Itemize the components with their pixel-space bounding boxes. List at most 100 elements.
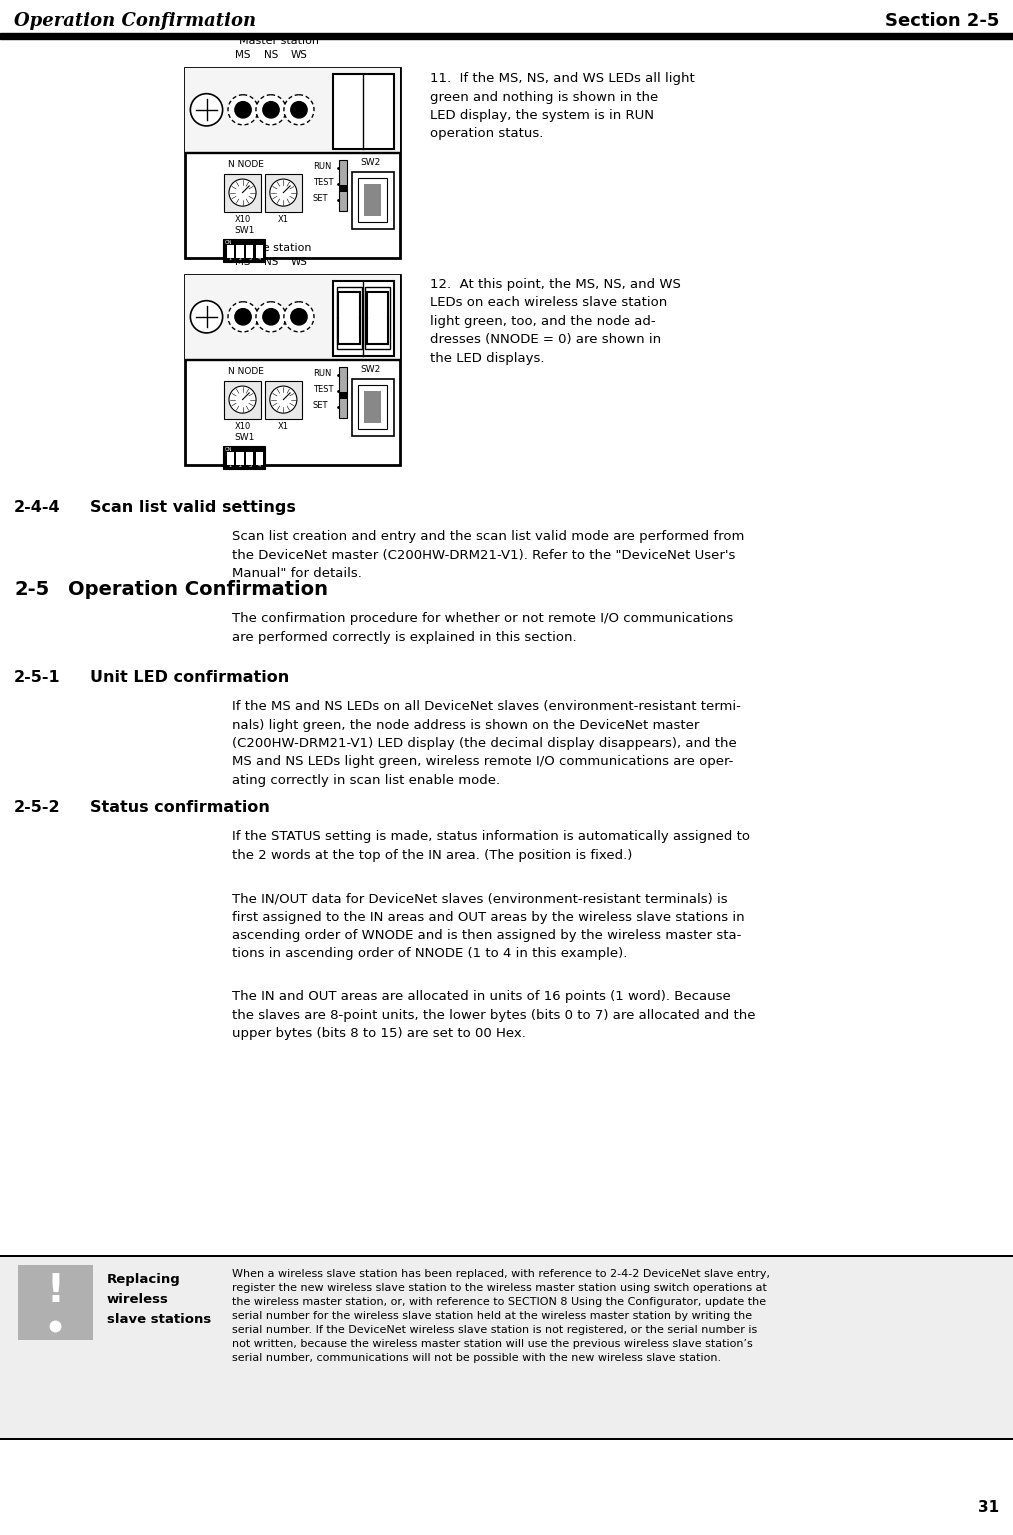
Circle shape	[262, 101, 280, 118]
Bar	[366, 287, 390, 348]
Text: SET: SET	[313, 193, 328, 203]
Circle shape	[284, 95, 314, 124]
Text: Master station: Master station	[239, 35, 319, 46]
Bar	[185, 275, 400, 359]
Text: ON: ON	[225, 239, 232, 244]
Circle shape	[262, 309, 280, 325]
Circle shape	[256, 302, 286, 332]
Text: ON: ON	[225, 447, 232, 451]
Text: SW2: SW2	[361, 158, 381, 167]
Text: Section 2-5: Section 2-5	[884, 12, 999, 31]
Circle shape	[190, 94, 223, 126]
Bar	[227, 453, 234, 465]
Text: X10: X10	[234, 215, 250, 224]
Bar	[358, 385, 387, 430]
Bar	[236, 246, 244, 258]
Circle shape	[291, 101, 307, 118]
Text: The IN and OUT areas are allocated in units of 16 points (1 word). Because
the s: The IN and OUT areas are allocated in un…	[232, 990, 756, 1041]
Bar	[0, 32, 1013, 38]
Circle shape	[291, 309, 307, 325]
Text: Replacing
wireless
slave stations: Replacing wireless slave stations	[107, 1273, 212, 1326]
Bar	[333, 281, 393, 356]
Text: 4: 4	[258, 464, 261, 468]
Text: MS: MS	[235, 51, 251, 60]
Text: 4: 4	[258, 256, 261, 261]
Bar	[338, 393, 346, 399]
Text: SW2: SW2	[361, 365, 381, 373]
Bar	[338, 186, 346, 192]
Text: Scan list creation and entry and the scan list valid mode are performed from
the: Scan list creation and entry and the sca…	[232, 530, 745, 580]
Bar	[236, 453, 244, 465]
Bar	[223, 445, 264, 470]
Bar	[0, 1256, 1013, 1257]
Bar	[185, 275, 400, 465]
Circle shape	[256, 95, 286, 124]
Circle shape	[269, 387, 297, 413]
Text: 2-4-4: 2-4-4	[14, 500, 61, 516]
Bar	[338, 367, 346, 418]
Text: 3: 3	[248, 256, 251, 261]
Circle shape	[229, 387, 256, 413]
Text: 11.  If the MS, NS, and WS LEDs all light
green and nothing is shown in the
LED : 11. If the MS, NS, and WS LEDs all light…	[430, 72, 695, 141]
Text: !: !	[47, 1273, 65, 1311]
Bar	[0, 1256, 1013, 1440]
Bar	[255, 453, 263, 465]
Text: The IN/OUT data for DeviceNet slaves (environment-resistant terminals) is
first : The IN/OUT data for DeviceNet slaves (en…	[232, 892, 745, 961]
Text: N NODE: N NODE	[228, 367, 263, 376]
Text: If the STATUS setting is made, status information is automatically assigned to
t: If the STATUS setting is made, status in…	[232, 830, 750, 861]
Text: TEST: TEST	[313, 178, 333, 187]
Bar	[0, 1438, 1013, 1440]
Circle shape	[190, 301, 223, 333]
Text: 12.  At this point, the MS, NS, and WS
LEDs on each wireless slave station
light: 12. At this point, the MS, NS, and WS LE…	[430, 278, 681, 365]
Text: If the MS and NS LEDs on all DeviceNet slaves (environment-resistant termi-
nals: If the MS and NS LEDs on all DeviceNet s…	[232, 700, 741, 787]
Bar	[352, 379, 393, 436]
Text: Scan list valid settings: Scan list valid settings	[90, 500, 296, 516]
Bar	[18, 1265, 93, 1340]
Text: 1: 1	[229, 256, 232, 261]
Circle shape	[51, 1322, 61, 1332]
Text: SW1: SW1	[234, 433, 254, 442]
Text: Slave station: Slave station	[239, 243, 311, 253]
Bar	[223, 238, 264, 262]
Text: X1: X1	[278, 215, 289, 224]
Text: WS: WS	[291, 256, 307, 267]
Circle shape	[229, 180, 256, 206]
Circle shape	[284, 302, 314, 332]
Circle shape	[228, 95, 258, 124]
Bar	[365, 184, 381, 216]
Bar	[224, 381, 261, 419]
Text: 2: 2	[239, 464, 242, 468]
Text: The confirmation procedure for whether or not remote I/O communications
are perf: The confirmation procedure for whether o…	[232, 612, 733, 643]
Circle shape	[228, 302, 258, 332]
Circle shape	[269, 180, 297, 206]
Bar	[185, 68, 400, 152]
Text: MS: MS	[235, 256, 251, 267]
Text: NS: NS	[263, 51, 279, 60]
Text: 2-5: 2-5	[14, 580, 50, 599]
Bar	[338, 160, 346, 210]
Text: Unit LED confirmation: Unit LED confirmation	[90, 669, 290, 685]
Text: TEST: TEST	[313, 385, 333, 394]
Text: N NODE: N NODE	[228, 160, 263, 169]
Bar	[227, 246, 234, 258]
Circle shape	[235, 101, 251, 118]
Text: RUN: RUN	[313, 161, 331, 170]
Bar	[224, 173, 261, 212]
Bar	[264, 381, 302, 419]
Text: Operation Confirmation: Operation Confirmation	[14, 12, 256, 31]
Bar	[246, 246, 253, 258]
Bar	[352, 172, 393, 229]
Text: When a wireless slave station has been replaced, with reference to 2-4-2 DeviceN: When a wireless slave station has been r…	[232, 1269, 770, 1363]
Text: SW1: SW1	[234, 226, 254, 235]
Text: Status confirmation: Status confirmation	[90, 800, 269, 815]
Text: NS: NS	[263, 256, 279, 267]
Bar	[264, 173, 302, 212]
Circle shape	[235, 309, 251, 325]
Bar	[365, 391, 381, 424]
Bar	[185, 68, 400, 258]
Text: 2: 2	[239, 256, 242, 261]
Bar	[255, 246, 263, 258]
Text: 31: 31	[978, 1500, 999, 1515]
Bar	[333, 74, 393, 149]
Text: WS: WS	[291, 51, 307, 60]
